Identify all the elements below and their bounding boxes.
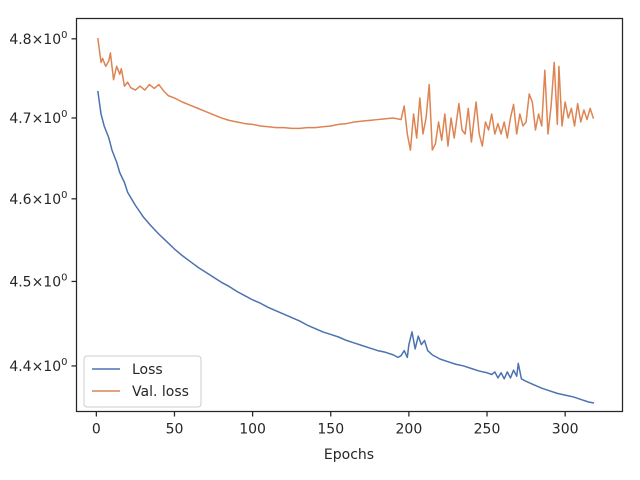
plot-frame (75, 17, 624, 413)
y-axis: 4.4×100 4.5×100 4.6×100 4.7×100 4.8×100 (9, 30, 77, 375)
x-tick-label: 100 (239, 422, 266, 438)
legend: Loss Val. loss (83, 355, 202, 408)
series-line-0 (97, 90, 595, 404)
y-tick-label: 4.5×100 (9, 272, 67, 290)
x-axis: 0 50 100 150 200 250 300 (92, 411, 579, 438)
y-tick-label: 4.7×100 (9, 109, 67, 127)
y-tick-label: 4.6×100 (9, 190, 67, 208)
x-tick-label: 150 (317, 422, 344, 438)
x-tick-label: 250 (474, 422, 501, 438)
series-line-1 (97, 37, 595, 151)
x-tick-label: 300 (552, 422, 579, 438)
x-tick-label: 200 (396, 422, 423, 438)
x-tick-label: 0 (92, 422, 101, 438)
series-layer (97, 37, 595, 404)
legend-label-1: Val. loss (132, 384, 189, 400)
legend-label-0: Loss (132, 362, 163, 378)
y-tick-label: 4.8×100 (9, 30, 67, 48)
x-tick-label: 50 (166, 422, 184, 438)
y-tick-label: 4.4×100 (9, 357, 67, 375)
x-axis-label: Epochs (324, 447, 374, 463)
